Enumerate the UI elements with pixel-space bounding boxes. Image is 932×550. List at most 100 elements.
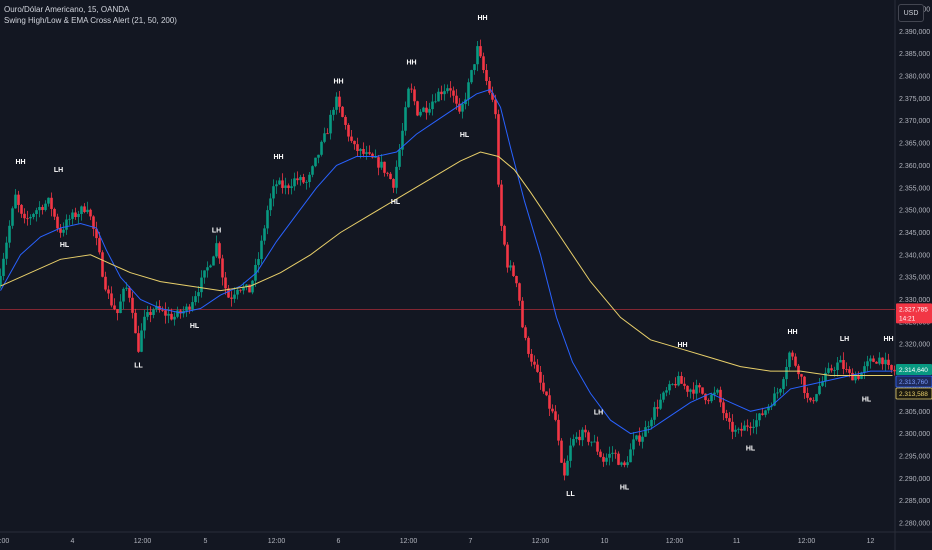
candle-body	[56, 216, 59, 229]
swing-label-hl: HL	[460, 132, 470, 139]
swing-label-hh: HH	[273, 154, 283, 161]
candle-body	[2, 258, 5, 276]
x-tick-label: 6	[337, 538, 341, 545]
candle-body	[761, 413, 764, 415]
y-tick-label: 2.390,000	[899, 29, 930, 36]
price-badge-label: 2.313,760	[899, 379, 928, 386]
x-tick-label: 12:00	[134, 538, 152, 545]
candle-body	[446, 88, 449, 92]
candle-body	[77, 214, 80, 218]
candle-body	[782, 379, 785, 389]
swing-label-ll: LL	[566, 491, 575, 498]
candle-body	[140, 330, 143, 352]
candle-body	[620, 462, 623, 465]
x-tick-label: 11	[733, 538, 740, 545]
candle-body	[419, 111, 422, 116]
x-tick-label: 12	[867, 538, 875, 545]
candle-body	[245, 284, 248, 287]
candle-body	[392, 179, 395, 188]
candle-body	[845, 369, 848, 370]
candle-body	[776, 392, 779, 394]
candle-body	[872, 358, 875, 362]
candle-body	[389, 173, 392, 180]
ema-line-ema-200	[0, 151, 893, 376]
candle-body	[833, 370, 836, 371]
candle-body	[539, 371, 542, 383]
candle-body	[611, 452, 614, 454]
candle-body	[128, 287, 131, 298]
candle-body	[272, 186, 275, 199]
candle-body	[143, 316, 146, 331]
candle-body	[518, 283, 521, 301]
candle-body	[803, 376, 806, 394]
candle-body	[527, 337, 530, 354]
candle-body	[194, 296, 197, 303]
candle-body	[713, 392, 716, 395]
candle-body	[707, 400, 710, 402]
swing-label-hh: HH	[406, 59, 416, 66]
candle-body	[461, 104, 464, 112]
candle-body	[596, 441, 599, 452]
y-tick-label: 2.345,000	[899, 230, 930, 237]
candle-body	[41, 206, 44, 210]
candle-body	[38, 206, 41, 211]
candle-body	[503, 225, 506, 245]
candle-body	[314, 157, 317, 167]
x-tick-label: 10	[601, 538, 609, 545]
candle-body	[881, 357, 884, 365]
candle-body	[29, 216, 32, 219]
swing-label-lh: LH	[594, 409, 603, 416]
candle-body	[815, 394, 818, 402]
candle-body	[14, 194, 17, 209]
candle-body	[179, 310, 182, 314]
candle-body	[257, 259, 260, 265]
currency-button[interactable]: USD	[898, 4, 924, 22]
candle-body	[698, 385, 701, 388]
candle-body	[86, 209, 89, 213]
swing-label-hl: HL	[746, 446, 756, 453]
swing-label-hh: HH	[677, 342, 687, 349]
y-tick-label: 2.320,000	[899, 342, 930, 349]
candle-body	[458, 103, 461, 112]
candle-body	[749, 426, 752, 428]
candle-body	[65, 219, 68, 230]
candle-body	[386, 172, 389, 174]
candle-body	[647, 426, 650, 428]
ema-line-ema-50	[0, 88, 893, 435]
x-tick-label: 12:00	[268, 538, 286, 545]
candle-body	[131, 297, 134, 313]
candle-body	[212, 256, 215, 266]
candle-body	[662, 392, 665, 400]
candle-body	[680, 376, 683, 384]
candle-body	[203, 270, 206, 278]
candle-body	[152, 309, 155, 315]
swing-label-hl: HL	[862, 396, 872, 403]
candle-body	[410, 88, 413, 90]
candle-body	[572, 439, 575, 446]
candle-body	[137, 333, 140, 352]
candle-body	[278, 180, 281, 185]
candle-body	[626, 462, 629, 466]
candle-body	[89, 209, 92, 217]
candle-body	[344, 116, 347, 125]
candle-body	[215, 243, 218, 257]
candle-body	[710, 394, 713, 402]
candle-body	[737, 428, 740, 430]
candle-body	[797, 365, 800, 375]
candle-body	[50, 197, 53, 209]
candle-body	[530, 353, 533, 362]
candle-body	[449, 88, 452, 91]
candle-body	[26, 218, 29, 220]
swing-label-ll: LL	[134, 362, 143, 369]
candle-body	[107, 289, 110, 294]
candle-body	[368, 152, 371, 154]
candle-body	[71, 212, 74, 219]
candle-body	[164, 310, 167, 316]
x-tick-label: 12:00	[666, 538, 684, 545]
current-price-label: 2.327,785	[899, 306, 928, 313]
x-tick-label: 4	[71, 538, 75, 545]
candle-body	[491, 92, 494, 100]
candle-body	[599, 451, 602, 457]
candle-body	[440, 91, 443, 95]
